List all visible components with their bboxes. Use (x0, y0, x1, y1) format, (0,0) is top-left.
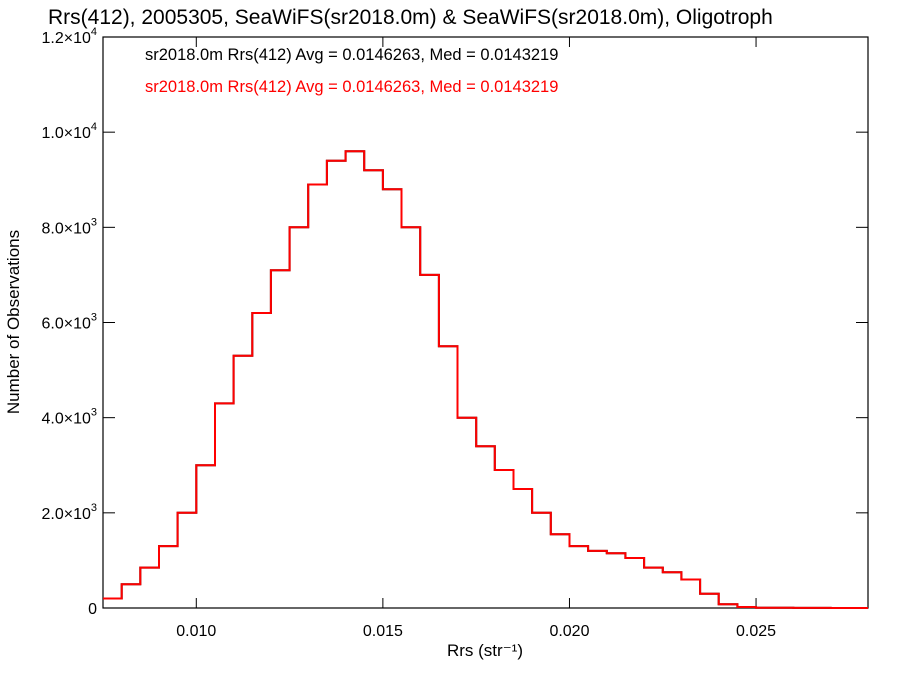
annotation-black: sr2018.0m Rrs(412) Avg = 0.0146263, Med … (145, 46, 558, 64)
y-tick-exponent: 3 (91, 502, 97, 514)
y-tick-exponent: 3 (91, 407, 97, 419)
y-axis: 02.0×1034.0×1036.0×1038.0×1031.0×1041.2×… (41, 26, 868, 618)
x-tick-label: 0.020 (549, 623, 589, 640)
y-tick-mantissa: 2.0×10 (41, 506, 90, 523)
y-tick-mantissa: 6.0×10 (41, 316, 90, 333)
y-tick-mantissa: 1.2×10 (41, 30, 90, 47)
x-tick-label: 0.025 (736, 623, 776, 640)
y-tick-label: 1.2×104 (41, 26, 97, 47)
y-tick-label: 4.0×103 (41, 407, 97, 428)
y-axis-label: Number of Observations (4, 230, 23, 414)
y-tick-exponent: 4 (91, 26, 97, 38)
annotation-red: sr2018.0m Rrs(412) Avg = 0.0146263, Med … (145, 78, 558, 96)
y-tick-label: 0 (88, 601, 97, 618)
y-tick-label: 8.0×103 (41, 216, 97, 237)
x-tick-label: 0.010 (176, 623, 216, 640)
x-tick-label: 0.015 (363, 623, 403, 640)
chart-title: Rrs(412), 2005305, SeaWiFS(sr2018.0m) & … (48, 6, 773, 29)
y-tick-label: 1.0×104 (41, 121, 97, 142)
y-tick-exponent: 3 (91, 216, 97, 228)
y-tick-exponent: 3 (91, 312, 97, 324)
x-axis-label: Rrs (str⁻¹) (447, 641, 523, 660)
series-1-line (103, 150, 868, 609)
y-tick-mantissa: 1.0×10 (41, 125, 90, 142)
y-tick-label: 6.0×103 (41, 312, 97, 333)
series-layer (103, 150, 868, 609)
y-tick-mantissa: 8.0×10 (41, 220, 90, 237)
y-tick-label: 2.0×103 (41, 502, 97, 523)
y-tick-mantissa: 4.0×10 (41, 411, 90, 428)
y-tick-exponent: 4 (91, 121, 97, 133)
